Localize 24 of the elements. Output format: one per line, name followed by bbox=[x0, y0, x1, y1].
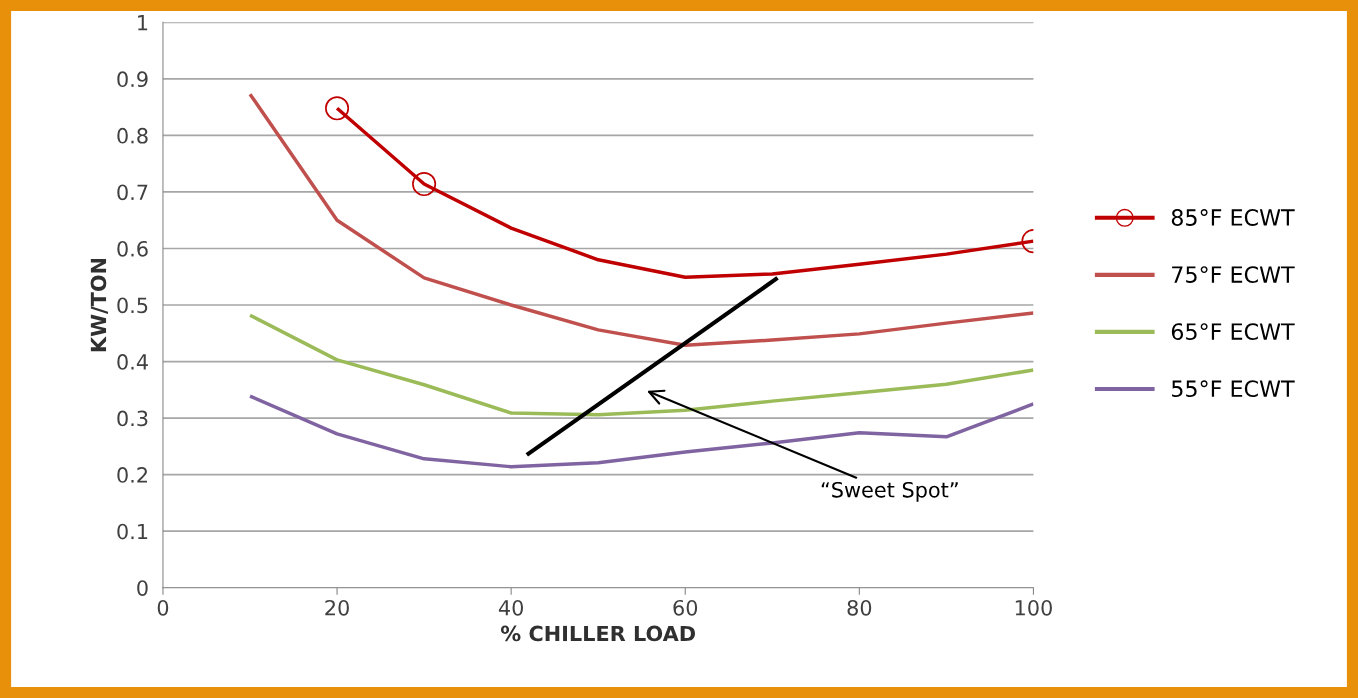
x-tick-label: 60 bbox=[673, 599, 698, 616]
y-axis-title: KW/TON bbox=[90, 258, 108, 352]
legend-label: 85°F ECWT bbox=[1171, 209, 1295, 226]
y-tick-label: 0.7 bbox=[117, 184, 148, 201]
y-tick-label: 0.3 bbox=[117, 410, 148, 427]
x-tick-label: 80 bbox=[847, 599, 872, 616]
y-tick-label: 0.6 bbox=[117, 240, 148, 257]
y-tick-label: 0.9 bbox=[117, 71, 148, 88]
x-tick-label: 20 bbox=[325, 599, 349, 616]
legend-label: 55°F ECWT bbox=[1172, 380, 1295, 398]
y-tick-label: 0.2 bbox=[117, 467, 147, 483]
annotation: “Sweet Spot” bbox=[821, 481, 958, 502]
y-tick-label: 0.4 bbox=[117, 354, 148, 370]
legend-label: 65°F ECWT bbox=[1171, 323, 1295, 341]
y-tick-label: 1 bbox=[138, 15, 148, 31]
y-tick-label: 0.5 bbox=[117, 297, 148, 314]
x-axis-title: % CHILLER LOAD bbox=[500, 625, 695, 642]
legend-label: 75°F ECWT bbox=[1172, 266, 1295, 283]
y-tick-label: 0 bbox=[137, 580, 148, 596]
y-tick-label: 0.1 bbox=[117, 523, 148, 540]
y-tick-label: 0.8 bbox=[117, 127, 148, 144]
x-tick-label: 0 bbox=[157, 599, 169, 616]
x-tick-label: 100 bbox=[1015, 599, 1052, 616]
x-tick-label: 40 bbox=[498, 599, 524, 616]
